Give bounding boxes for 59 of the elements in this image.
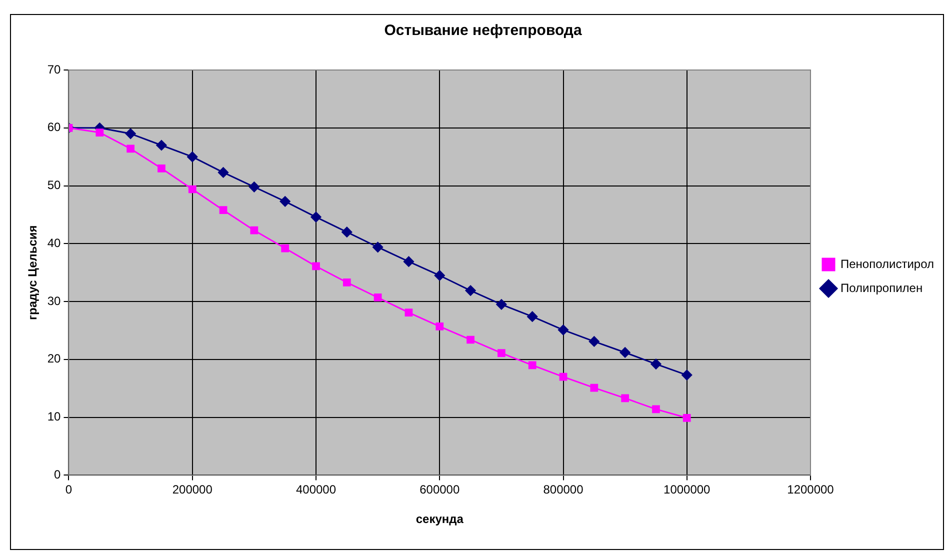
point bbox=[372, 242, 384, 252]
point bbox=[436, 322, 444, 330]
y-axis-title: градус Цельсия bbox=[26, 225, 40, 320]
y-tick-label: 40 bbox=[47, 236, 62, 250]
x-tick-label: 1000000 bbox=[664, 482, 711, 497]
point bbox=[125, 128, 136, 139]
point bbox=[310, 212, 322, 222]
y-tick-label: 20 bbox=[47, 352, 62, 366]
y-tick-label: 50 bbox=[47, 178, 62, 192]
point bbox=[188, 185, 196, 194]
point bbox=[588, 336, 600, 347]
legend-label: Пенополистирол bbox=[840, 256, 934, 271]
x-tick-label: 800000 bbox=[543, 482, 584, 497]
x-tick-label: 200000 bbox=[172, 482, 213, 497]
point bbox=[281, 244, 290, 252]
point bbox=[248, 182, 260, 192]
point bbox=[187, 152, 198, 162]
point bbox=[218, 167, 229, 178]
y-tick-label: 70 bbox=[47, 62, 62, 76]
point bbox=[374, 294, 382, 302]
point bbox=[466, 336, 474, 344]
point bbox=[156, 140, 167, 150]
y-tick-label: 30 bbox=[47, 294, 62, 308]
chart-title: Остывание нефтепровода bbox=[384, 22, 582, 40]
point bbox=[219, 206, 228, 214]
point bbox=[158, 164, 166, 172]
x-tick-label: 0 bbox=[65, 482, 72, 497]
point bbox=[590, 384, 598, 392]
point bbox=[126, 144, 134, 153]
y-tick-label: 10 bbox=[47, 410, 62, 424]
x-tick-label: 400000 bbox=[296, 482, 336, 497]
point bbox=[404, 308, 413, 316]
point bbox=[652, 405, 660, 414]
y-tick-label: 60 bbox=[47, 120, 62, 134]
point bbox=[650, 358, 662, 370]
point bbox=[558, 324, 568, 336]
point bbox=[312, 262, 320, 270]
point bbox=[682, 414, 691, 422]
point bbox=[621, 394, 629, 402]
x-axis-title: секунда bbox=[416, 512, 464, 526]
point bbox=[403, 256, 414, 267]
point bbox=[342, 278, 351, 286]
legend-label: Полипропилен bbox=[840, 280, 923, 295]
point bbox=[498, 349, 506, 357]
point bbox=[434, 270, 445, 281]
point bbox=[528, 361, 536, 370]
point bbox=[250, 226, 258, 234]
point bbox=[342, 226, 352, 238]
x-tick-label: 1200000 bbox=[787, 482, 834, 497]
point bbox=[96, 128, 104, 136]
point bbox=[280, 196, 290, 207]
point bbox=[496, 299, 507, 310]
point bbox=[559, 372, 568, 381]
point bbox=[527, 311, 538, 322]
point bbox=[682, 370, 692, 380]
point bbox=[620, 347, 630, 358]
point bbox=[465, 285, 476, 296]
y-tick-label: 0 bbox=[54, 468, 62, 482]
x-tick-label: 600000 bbox=[420, 482, 460, 497]
